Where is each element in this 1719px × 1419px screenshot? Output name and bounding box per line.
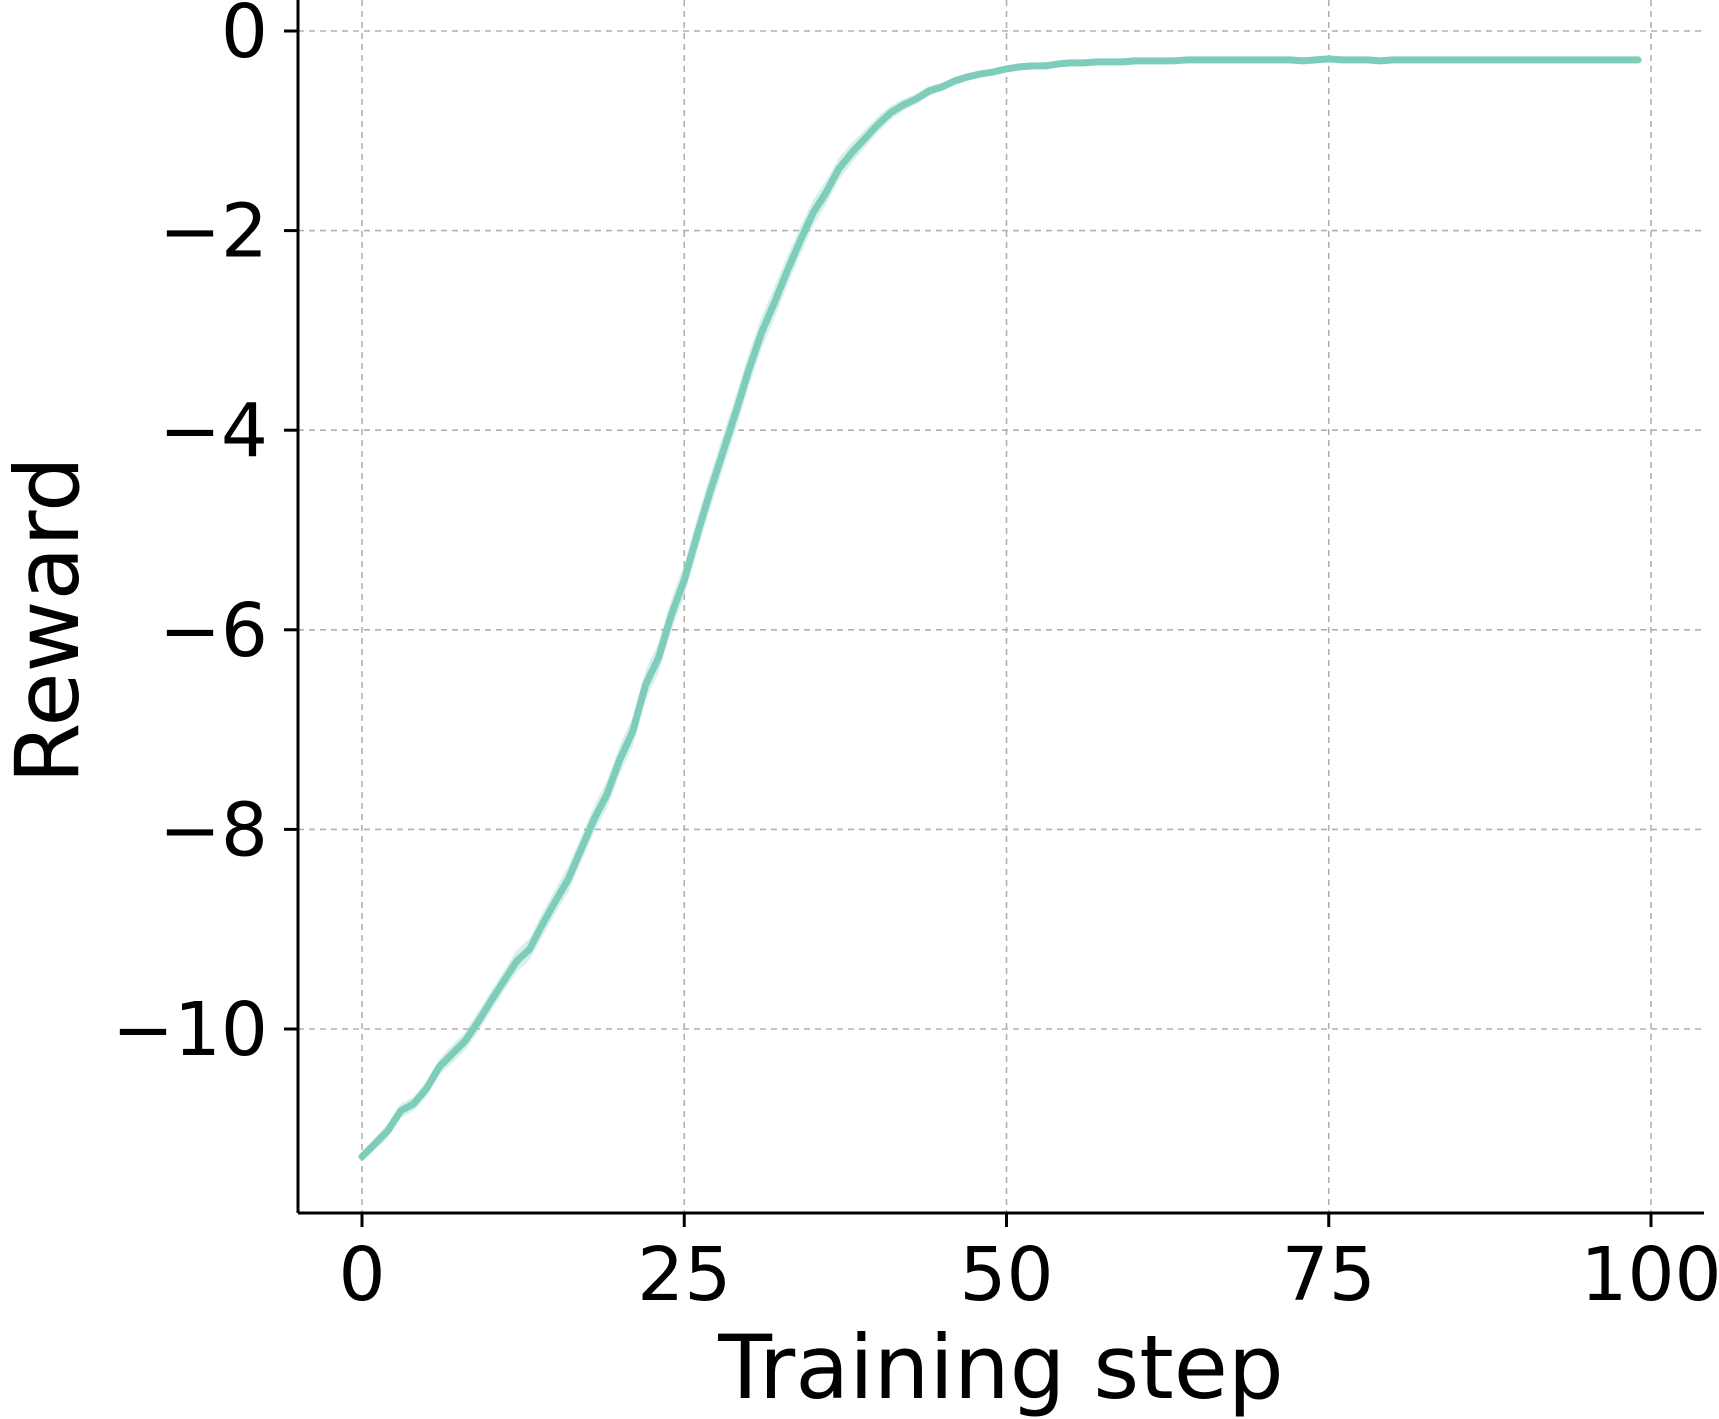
grid-lines <box>298 0 1704 1213</box>
x-tick-label: 0 <box>338 1232 385 1318</box>
x-tick-label: 75 <box>1282 1232 1376 1318</box>
x-tick-label: 25 <box>637 1232 731 1318</box>
confidence-band <box>362 56 1639 1162</box>
tick-labels: 0 25 50 75 100 0 −2 −4 −6 −8 −10 <box>112 0 1719 1318</box>
x-tick-label: 50 <box>959 1232 1053 1318</box>
y-tick-label: −6 <box>159 588 268 674</box>
y-tick-label: −10 <box>112 987 268 1073</box>
series-layer <box>358 55 1642 1162</box>
x-tick-label: 100 <box>1580 1232 1719 1318</box>
reward-series-line <box>358 55 1642 1161</box>
y-tick-label: −8 <box>159 787 268 873</box>
y-tick-label: −4 <box>159 388 268 474</box>
y-tick-label: 0 <box>221 0 268 75</box>
axes <box>284 0 1704 1227</box>
y-axis-title: Reward <box>0 456 99 784</box>
x-axis-title: Training step <box>717 1316 1284 1419</box>
y-tick-label: −2 <box>159 189 268 275</box>
